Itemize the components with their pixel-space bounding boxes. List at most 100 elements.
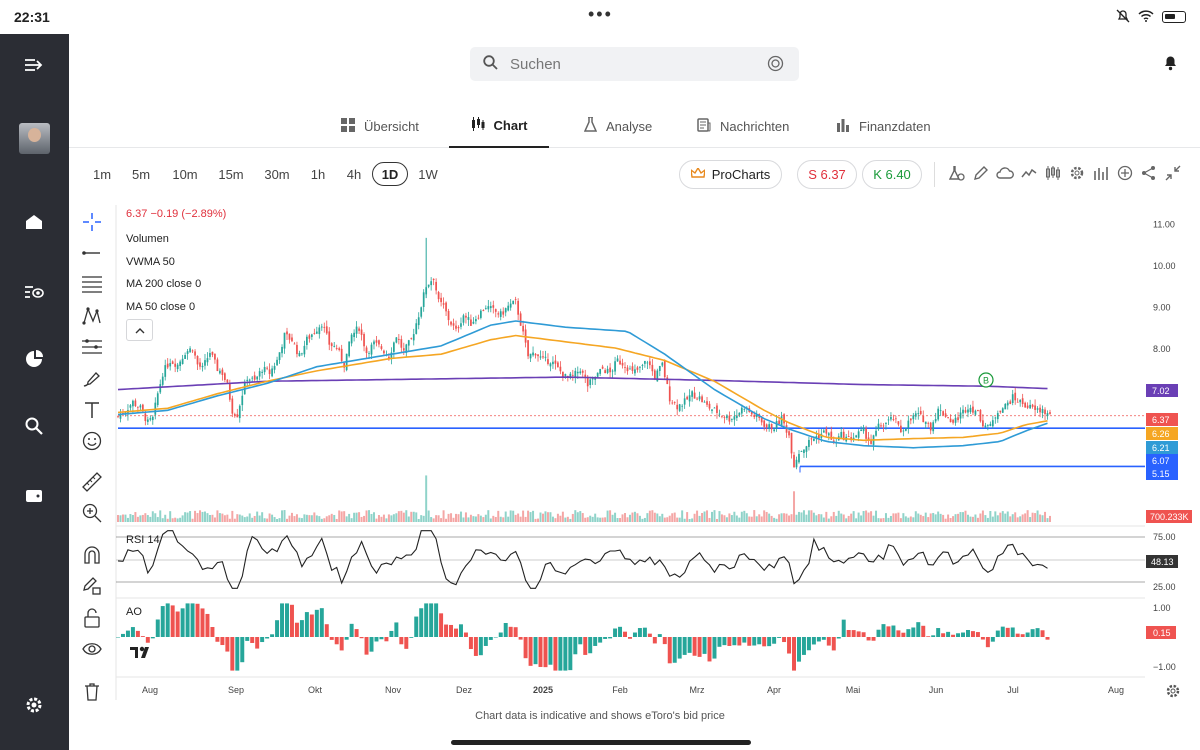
ao-bar bbox=[578, 637, 583, 645]
candle-body bbox=[579, 371, 582, 374]
candle-body bbox=[504, 308, 507, 313]
tab-chart[interactable]: Chart bbox=[449, 104, 549, 148]
notifications-bell-icon[interactable] bbox=[1163, 54, 1178, 76]
candle-body bbox=[310, 334, 313, 337]
timeframe-4h[interactable]: 4h bbox=[346, 166, 362, 182]
volume-bar bbox=[939, 513, 942, 522]
settings-gear-icon[interactable] bbox=[19, 690, 49, 720]
zoom-in-icon[interactable] bbox=[78, 501, 106, 525]
volume-bar bbox=[566, 516, 569, 522]
expand-menu-icon[interactable] bbox=[19, 50, 49, 80]
price-axis-tag bbox=[1146, 413, 1178, 426]
candles-type-icon[interactable] bbox=[1044, 164, 1062, 182]
ao-bar bbox=[399, 637, 404, 645]
volume-bar bbox=[589, 515, 592, 522]
axis-settings-icon[interactable] bbox=[1165, 683, 1181, 704]
lock-draw-icon[interactable] bbox=[78, 574, 106, 598]
tab-news[interactable]: Nachrichten bbox=[697, 104, 789, 148]
candle-body bbox=[653, 370, 656, 380]
candle-body bbox=[1031, 404, 1034, 407]
timeframe-5m[interactable]: 5m bbox=[131, 166, 151, 182]
price-axis-tag bbox=[1146, 467, 1178, 480]
price-chart[interactable]: 11.0010.009.008.007.006.005.00AugSepOktN… bbox=[0, 0, 1200, 710]
watchlist-icon[interactable] bbox=[19, 277, 49, 307]
candle-body bbox=[788, 431, 790, 436]
ao-bar bbox=[573, 637, 578, 655]
ao-bar bbox=[190, 603, 195, 637]
volume-bar bbox=[532, 510, 535, 522]
candle-body bbox=[552, 361, 554, 365]
volume-bar bbox=[688, 518, 691, 522]
tab-financials[interactable]: Finanzdaten bbox=[836, 104, 931, 148]
candle-body bbox=[296, 344, 298, 355]
chart-legend: 6.37 −0.19 (−2.89%) Volumen VWMA 50 MA 2… bbox=[126, 206, 226, 318]
avatar[interactable] bbox=[19, 123, 50, 154]
volume-bar bbox=[199, 510, 202, 522]
volume-bar bbox=[546, 512, 549, 522]
candle-body bbox=[407, 340, 410, 346]
ao-bar bbox=[439, 613, 444, 637]
timeframe-30m[interactable]: 30m bbox=[264, 166, 290, 182]
timeframe-1h[interactable]: 1h bbox=[310, 166, 326, 182]
candle-body bbox=[238, 405, 241, 419]
ao-bar bbox=[478, 637, 483, 656]
bars-type-icon[interactable] bbox=[1092, 164, 1110, 182]
volume-bar bbox=[549, 512, 552, 522]
search-nav-icon[interactable] bbox=[19, 411, 49, 441]
more-dots-icon[interactable]: ••• bbox=[588, 4, 613, 24]
collapse-legend-button[interactable] bbox=[126, 319, 153, 341]
tab-overview[interactable]: Übersicht bbox=[341, 104, 419, 148]
portfolio-pie-icon[interactable] bbox=[19, 344, 49, 374]
eye-visibility-icon[interactable] bbox=[78, 637, 106, 661]
volume-bar bbox=[718, 511, 721, 522]
chart-settings-icon[interactable] bbox=[1068, 164, 1086, 182]
procharts-button[interactable]: ProCharts bbox=[679, 160, 782, 189]
sell-button[interactable]: S 6.37 bbox=[797, 160, 857, 189]
ao-bar bbox=[165, 603, 170, 637]
candle-body bbox=[703, 401, 706, 403]
unlock-icon[interactable] bbox=[78, 606, 106, 630]
volume-bar bbox=[912, 517, 915, 522]
cloud-save-icon[interactable] bbox=[996, 164, 1014, 182]
trash-icon[interactable] bbox=[78, 680, 106, 704]
share-icon[interactable] bbox=[1140, 164, 1158, 182]
search-input[interactable]: Suchen bbox=[470, 47, 799, 81]
brush-icon[interactable] bbox=[78, 367, 106, 391]
trendline-icon[interactable] bbox=[78, 241, 106, 265]
candle-body bbox=[179, 361, 182, 367]
draw-pencil-icon[interactable] bbox=[972, 164, 990, 182]
line-chart-icon[interactable] bbox=[1020, 164, 1038, 182]
volume-bar bbox=[159, 510, 162, 522]
candle-body bbox=[492, 305, 495, 308]
timeframe-1m[interactable]: 1m bbox=[92, 166, 112, 182]
timeframe-1W[interactable]: 1W bbox=[418, 166, 438, 182]
emoji-icon[interactable] bbox=[78, 429, 106, 453]
ao-bar bbox=[250, 637, 255, 643]
candle-body bbox=[318, 327, 321, 335]
collapse-fullscreen-icon[interactable] bbox=[1164, 164, 1182, 182]
wallet-icon[interactable] bbox=[19, 480, 49, 510]
home-icon[interactable] bbox=[19, 207, 49, 237]
candle-body bbox=[909, 418, 912, 421]
volume-bar bbox=[651, 510, 654, 522]
text-tool-icon[interactable] bbox=[78, 398, 106, 422]
timeframe-15m[interactable]: 15m bbox=[218, 166, 244, 182]
ruler-icon[interactable] bbox=[78, 470, 106, 494]
buy-button[interactable]: K 6.40 bbox=[862, 160, 922, 189]
candle-body bbox=[325, 326, 328, 334]
candle-body bbox=[395, 337, 398, 343]
add-indicator-icon[interactable] bbox=[1116, 164, 1134, 182]
crosshair-icon[interactable] bbox=[78, 210, 106, 234]
projection-icon[interactable] bbox=[78, 335, 106, 359]
pattern-icon[interactable] bbox=[78, 304, 106, 328]
timeframe-1D[interactable]: 1D bbox=[372, 162, 408, 186]
volume-bar bbox=[780, 513, 783, 522]
magnet-icon[interactable] bbox=[78, 543, 106, 567]
tab-analysis[interactable]: Analyse bbox=[583, 104, 652, 148]
fib-lines-icon[interactable] bbox=[78, 272, 106, 296]
volume-bar bbox=[293, 516, 296, 522]
timeframe-10m[interactable]: 10m bbox=[172, 166, 198, 182]
indicator-flask-icon[interactable] bbox=[948, 164, 966, 182]
volume-bar bbox=[218, 513, 221, 522]
ai-assistant-icon[interactable] bbox=[767, 55, 784, 76]
